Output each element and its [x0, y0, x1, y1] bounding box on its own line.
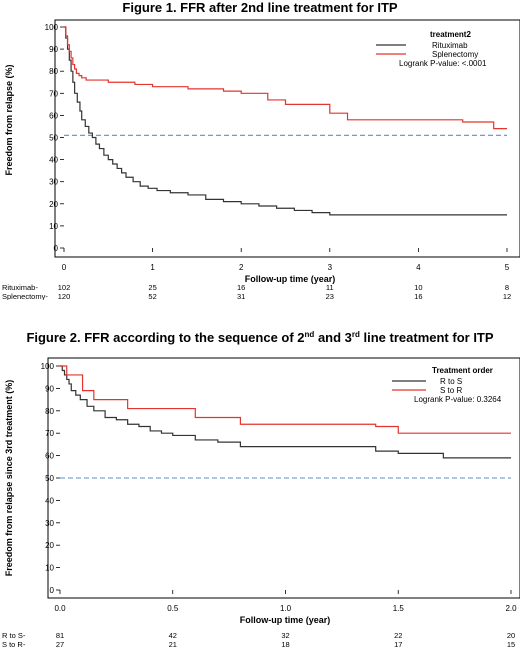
figure-1-title: Figure 1. FFR after 2nd line treatment f… — [122, 0, 398, 15]
fig1-risk-cell-rituximab-5: 8 — [505, 283, 509, 292]
fig1-risk-cell-splenectomy-1: 52 — [148, 292, 156, 300]
figure-1-xlabel: Follow-up time (year) — [245, 274, 336, 284]
fig1-ytick-label-60: 60 — [49, 111, 58, 120]
fig1-ytick-label-70: 70 — [49, 89, 58, 98]
fig2-ytick-label-80: 80 — [45, 407, 54, 416]
fig2-xtick-label-0-5: 0.5 — [167, 604, 179, 613]
fig1-risk-cell-splenectomy-5: 12 — [503, 292, 511, 300]
fig1-xtick-label-5: 5 — [505, 263, 510, 272]
fig1-risk-row-label-splenectomy: Splenectomy- — [2, 292, 48, 300]
fig1-ytick-label-100: 100 — [45, 23, 59, 32]
figure-1-chart: Figure 1. FFR after 2nd line treatment f… — [2, 0, 520, 300]
fig2-risk-cell-s-to-r-3: 17 — [394, 640, 402, 649]
fig2-risk-cell-s-to-r-2: 18 — [281, 640, 289, 649]
fig2-ytick-label-50: 50 — [45, 474, 54, 483]
figure-2-legend: Treatment order R to S S to R Logrank P-… — [392, 366, 502, 404]
fig1-ytick-label-50: 50 — [49, 134, 58, 143]
figure-1-legend-pvalue: Logrank P-value: <.0001 — [399, 59, 487, 68]
fig2-risk-cell-s-to-r-1: 21 — [169, 640, 177, 649]
fig2-risk-cell-r-to-s-3: 22 — [394, 631, 402, 640]
fig2-series-line-r-to-s — [60, 365, 511, 459]
fig2-ytick-label-100: 100 — [41, 362, 55, 371]
fig1-xtick-label-4: 4 — [416, 263, 421, 272]
fig1-risk-cell-rituximab-1: 25 — [148, 283, 156, 292]
fig2-risk-cell-r-to-s-2: 32 — [281, 631, 289, 640]
fig1-xtick-label-1: 1 — [150, 263, 155, 272]
fig2-series-line-s-to-r — [60, 365, 511, 434]
fig2-ytick-label-20: 20 — [45, 541, 54, 550]
fig2-risk-row-label-s-to-r: S to R- — [2, 640, 26, 649]
figure-1-plot-frame — [54, 19, 520, 258]
fig2-ytick-label-0: 0 — [50, 586, 55, 595]
fig1-xtick-label-2: 2 — [239, 263, 244, 272]
figure-2-title: Figure 2. FFR according to the sequence … — [26, 330, 493, 345]
fig1-risk-cell-rituximab-0: 102 — [58, 283, 71, 292]
fig1-risk-cell-rituximab-4: 10 — [414, 283, 422, 292]
figure-2-ylabel: Freedom from relapse since 3rd treatment… — [4, 380, 14, 577]
fig1-ytick-label-10: 10 — [49, 222, 58, 231]
fig1-risk-cell-rituximab-3: 11 — [326, 283, 334, 292]
fig2-ytick-label-30: 30 — [45, 519, 54, 528]
fig2-ytick-label-70: 70 — [45, 429, 54, 438]
fig1-xtick-label-0: 0 — [62, 263, 67, 272]
fig2-xtick-label-1-5: 1.5 — [393, 604, 405, 613]
fig1-ytick-label-30: 30 — [49, 178, 58, 187]
fig1-ytick-label-90: 90 — [49, 45, 58, 54]
fig1-risk-cell-splenectomy-0: 120 — [58, 292, 71, 300]
fig2-risk-cell-r-to-s-4: 20 — [507, 631, 515, 640]
fig1-ytick-label-80: 80 — [49, 67, 58, 76]
figure-2-plot-frame — [47, 357, 520, 599]
fig2-ytick-label-40: 40 — [45, 496, 54, 505]
figure-2-legend-label-s-to-r: S to R — [440, 386, 462, 395]
fig1-ytick-label-40: 40 — [49, 156, 58, 165]
fig1-xtick-label-3: 3 — [328, 263, 333, 272]
fig1-ytick-label-20: 20 — [49, 200, 58, 209]
fig2-risk-cell-s-to-r-0: 27 — [56, 640, 64, 649]
figure-1-legend-title: treatment2 — [430, 30, 471, 39]
figure-2-legend-pvalue: Logrank P-value: 0.3264 — [414, 395, 502, 404]
fig2-risk-row-label-r-to-s: R to S- — [2, 631, 26, 640]
figure-2-legend-label-r-to-s: R to S — [440, 377, 462, 386]
figure-1-ylabel: Freedom from relapse (%) — [4, 64, 14, 175]
fig1-ytick-label-0: 0 — [54, 244, 59, 253]
fig1-series-line-rituximab — [64, 26, 507, 216]
fig1-risk-cell-splenectomy-4: 16 — [414, 292, 422, 300]
fig1-risk-cell-splenectomy-3: 23 — [326, 292, 334, 300]
fig1-series-line-splenectomy — [64, 26, 507, 130]
figure-2-xlabel: Follow-up time (year) — [240, 615, 331, 625]
fig2-xtick-label-2-0: 2.0 — [505, 604, 517, 613]
fig2-ytick-label-10: 10 — [45, 564, 54, 573]
fig2-risk-cell-r-to-s-1: 42 — [169, 631, 177, 640]
fig2-ytick-label-60: 60 — [45, 452, 54, 461]
figure-1-legend-label-rituximab: Rituximab — [432, 41, 468, 50]
figure-2-legend-title: Treatment order — [432, 366, 493, 375]
fig1-risk-cell-rituximab-2: 16 — [237, 283, 245, 292]
figure-1-legend: treatment2 Rituximab Splenectomy Logrank… — [376, 30, 487, 68]
fig2-risk-cell-s-to-r-4: 15 — [507, 640, 515, 649]
figure-2-chart: Figure 2. FFR according to the sequence … — [2, 330, 520, 649]
fig1-risk-cell-splenectomy-2: 31 — [237, 292, 245, 300]
fig2-risk-cell-r-to-s-0: 81 — [56, 631, 64, 640]
fig2-xtick-label-0-0: 0.0 — [54, 604, 66, 613]
fig2-xtick-label-1-0: 1.0 — [280, 604, 292, 613]
fig2-ytick-label-90: 90 — [45, 384, 54, 393]
fig1-risk-row-label-rituximab: Rituximab- — [2, 283, 38, 292]
figure-1-legend-label-splenectomy: Splenectomy — [432, 50, 478, 59]
